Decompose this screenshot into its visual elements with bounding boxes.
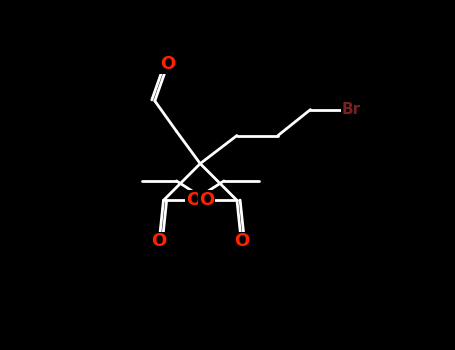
Text: O: O	[186, 191, 202, 209]
Text: O: O	[199, 191, 214, 209]
Text: O: O	[152, 232, 167, 251]
Text: O: O	[160, 55, 176, 73]
Text: Br: Br	[342, 102, 361, 117]
Text: O: O	[233, 232, 249, 251]
